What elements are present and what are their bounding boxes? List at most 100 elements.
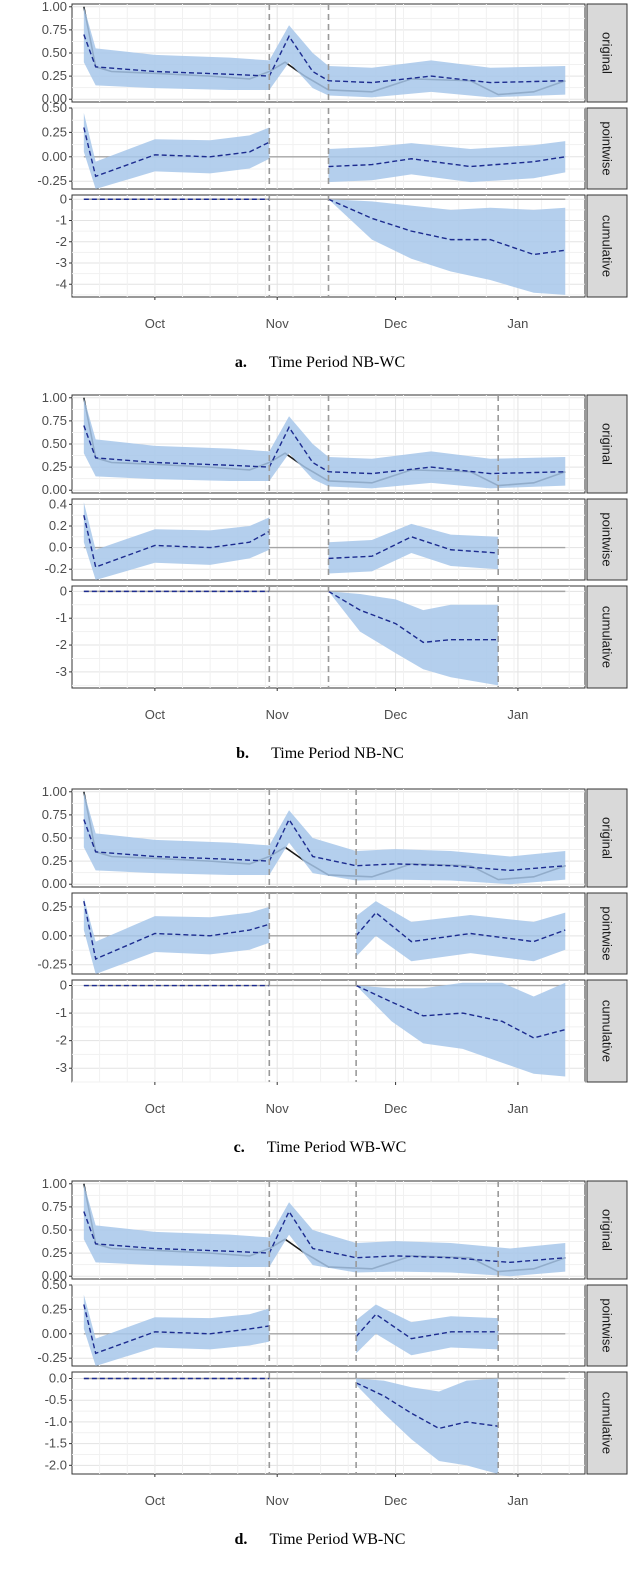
y-tick-label: -4	[55, 276, 67, 291]
figure-0: 0.00 0.25 0.50 0.75 1.00 original -0.25 0.00 0.2…	[37, 0, 628, 371]
series-line-predicted	[328, 536, 499, 560]
y-tick-label: -1	[55, 1005, 67, 1020]
y-tick-label: 0.00	[42, 1268, 67, 1283]
panel-pointwise: -0.25 0.00 0.25 0.50 pointwise	[37, 1277, 628, 1367]
facet-strip-label: cumulative	[600, 606, 615, 668]
y-tick-label: 0.25	[42, 853, 67, 868]
y-tick-label: 0.75	[42, 22, 67, 37]
figure-caption: b. Time Period NB-NC	[236, 745, 404, 762]
y-tick-label: 0.00	[42, 928, 67, 943]
y-tick-label: 0.00	[42, 149, 67, 164]
panel-cumulative: -3 -2 -1 0 cumulative	[55, 978, 628, 1085]
confidence-band	[83, 397, 566, 489]
y-tick-label: -2	[55, 1033, 67, 1048]
panel-original: 0.00 0.25 0.50 0.75 1.00 original	[42, 784, 628, 891]
series-line-predicted	[83, 900, 270, 960]
x-tick-label: Jan	[507, 1493, 528, 1508]
y-tick-label: 0.25	[42, 899, 67, 914]
panel-cumulative: -3 -2 -1 0 cumulative	[55, 583, 628, 691]
y-tick-label: 0.2	[49, 518, 67, 533]
y-tick-label: 0	[60, 978, 67, 993]
facet-strip	[586, 1284, 628, 1367]
series-line-predicted	[83, 1210, 566, 1264]
confidence-band	[83, 897, 270, 974]
y-tick-label: 0.25	[42, 68, 67, 83]
facet-strip-label: original	[600, 32, 615, 74]
facet-strip	[586, 892, 628, 975]
y-tick-label: -1	[55, 213, 67, 228]
series-line-predicted	[83, 515, 270, 568]
y-tick-label: -0.25	[37, 1350, 67, 1365]
y-tick-label: -0.2	[45, 561, 67, 576]
panel-border	[71, 1371, 586, 1475]
x-tick-label: Dec	[384, 316, 408, 331]
confidence-band	[83, 1183, 566, 1277]
y-tick-label: 0	[60, 583, 67, 598]
series-line-predicted	[355, 1382, 499, 1430]
x-tick-label: Jan	[507, 707, 528, 722]
x-tick-label: Dec	[384, 707, 408, 722]
y-tick-label: 0.50	[42, 1277, 67, 1292]
facet-strip	[586, 394, 628, 494]
facet-strip-label: cumulative	[600, 1392, 615, 1454]
panel-pointwise: -0.25 0.00 0.25 pointwise	[37, 892, 628, 975]
panel-original: 0.00 0.25 0.50 0.75 1.00 original	[42, 0, 628, 106]
x-tick-label: Nov	[266, 707, 290, 722]
x-tick-label: Jan	[507, 1101, 528, 1116]
facet-strip-label: cumulative	[600, 1000, 615, 1062]
y-tick-label: -2.0	[45, 1457, 67, 1472]
y-tick-label: 0.50	[42, 1222, 67, 1237]
panel-cumulative: -4 -3 -2 -1 0 cumulative	[55, 191, 628, 300]
x-tick-label: Oct	[145, 1493, 166, 1508]
confidence-band	[83, 1294, 270, 1366]
caption-letter: b.	[236, 745, 249, 762]
series-line-predicted	[83, 425, 566, 475]
confidence-band	[356, 982, 566, 1077]
facet-strip	[586, 979, 628, 1083]
y-tick-label: -1	[55, 610, 67, 625]
caption-letter: d.	[235, 1531, 248, 1548]
facet-strip	[586, 498, 628, 581]
x-tick-label: Nov	[266, 1101, 290, 1116]
y-tick-label: 0.25	[42, 124, 67, 139]
y-tick-label: 0.50	[42, 436, 67, 451]
caption-letter: c.	[234, 1139, 245, 1156]
facet-strip-label: original	[600, 817, 615, 859]
series-line-predicted	[83, 818, 566, 872]
y-tick-label: -3	[55, 1060, 67, 1075]
confidence-band	[83, 112, 270, 189]
confidence-band	[356, 1378, 499, 1474]
facet-strip	[586, 1180, 628, 1280]
caption-text: Time Period NB-NC	[271, 745, 404, 762]
series-line-predicted	[83, 127, 270, 178]
figure-caption: a. Time Period NB-WC	[235, 354, 405, 371]
y-tick-label: 0.0	[49, 1371, 67, 1386]
series-line-predicted	[328, 198, 566, 256]
panel-original: 0.00 0.25 0.50 0.75 1.00 original	[42, 1176, 628, 1283]
x-tick-label: Nov	[266, 1493, 290, 1508]
y-tick-label: 0.25	[42, 1245, 67, 1260]
figure-caption: c. Time Period WB-WC	[234, 1139, 407, 1156]
y-tick-label: 0.50	[42, 830, 67, 845]
y-tick-label: 0.00	[42, 1326, 67, 1341]
caption-text: Time Period WB-WC	[267, 1139, 407, 1156]
y-tick-label: 0.25	[42, 1301, 67, 1316]
series-line-predicted	[355, 984, 566, 1039]
x-tick-label: Jan	[507, 316, 528, 331]
facet-strip	[586, 107, 628, 190]
confidence-band	[328, 199, 566, 295]
x-tick-label: Dec	[384, 1493, 408, 1508]
y-tick-label: -2	[55, 234, 67, 249]
y-tick-label: 0.50	[42, 100, 67, 115]
confidence-band	[328, 141, 566, 183]
series-line-predicted	[328, 590, 499, 644]
facet-strip-label: pointwise	[600, 512, 615, 566]
y-tick-label: -0.5	[45, 1392, 67, 1407]
figure-2: 0.00 0.25 0.50 0.75 1.00 original -0.25 0.00 0.2…	[37, 784, 628, 1156]
y-tick-label: -2	[55, 637, 67, 652]
panel-original: 0.00 0.25 0.50 0.75 1.00 original	[42, 390, 628, 497]
x-tick-label: Dec	[384, 1101, 408, 1116]
facet-strip	[586, 1371, 628, 1475]
x-tick-label: Oct	[145, 1101, 166, 1116]
